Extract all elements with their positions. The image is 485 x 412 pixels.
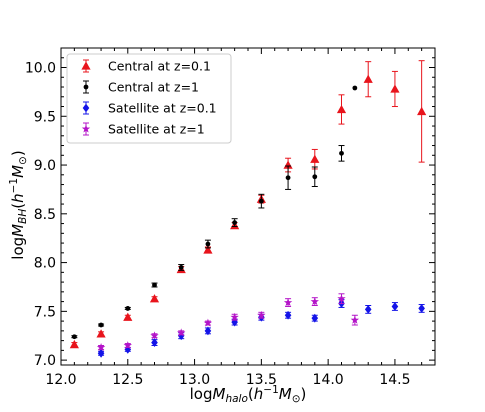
x-tick-label: 13.0: [179, 372, 210, 388]
data-point: [285, 175, 291, 181]
data-point: [123, 341, 132, 350]
x-tick-label: 12.0: [45, 372, 76, 388]
y-tick-label: 9.0: [34, 158, 56, 174]
data-point: [350, 315, 360, 324]
y-axis-label-odot: ⊙: [17, 156, 29, 165]
axis-ticks: 12.0 12.5 13.0 13.5 14.0 14.5 7.0 7.5 8.0 8.5 9.0 9…: [25, 47, 436, 388]
data-point: [204, 326, 212, 336]
data-point: [96, 343, 106, 351]
data-point: [203, 318, 213, 327]
data-point: [125, 306, 131, 311]
y-axis-label-log: log: [9, 237, 27, 260]
y-tick-label: 7.5: [34, 304, 56, 320]
data-point: [232, 220, 238, 225]
y-tick-label: 9.5: [34, 109, 56, 125]
data-point: [123, 312, 133, 321]
x-axis-label-sub: halo: [225, 393, 247, 405]
legend: Central at z=0.1 Central at z=1 Satellite …: [66, 53, 232, 144]
y-axis-label-msun: M: [9, 165, 27, 178]
data-point: [284, 310, 292, 320]
y-tick-label: 10.0: [25, 61, 56, 77]
data-point: [283, 298, 293, 307]
legend-marker: [83, 84, 89, 90]
data-point: [339, 150, 344, 156]
x-axis-label-paren-close: ): [301, 385, 307, 403]
data-point: [96, 329, 106, 338]
legend-label: Satellite at z=1: [108, 122, 205, 137]
x-tick-label: 12.5: [112, 372, 143, 388]
y-tick-label: 8.0: [34, 256, 56, 272]
x-axis-label-paren-open: (: [248, 385, 254, 403]
data-point: [230, 312, 239, 321]
y-axis-label: logMBH(h−1M⊙): [8, 150, 29, 259]
data-point: [177, 328, 186, 337]
y-axis-label-h: h: [9, 193, 27, 203]
data-point: [152, 282, 157, 288]
data-point: [337, 294, 346, 303]
data-point: [418, 304, 425, 313]
legend-marker: [82, 103, 90, 113]
x-axis-label-msun: M: [279, 385, 292, 403]
data-point: [150, 331, 159, 340]
legend-label: Central at z=0.1: [108, 59, 211, 74]
y-tick-label: 8.5: [34, 207, 56, 223]
y-axis-label-m: M: [9, 224, 27, 237]
series-1: [71, 85, 358, 340]
y-axis-label-paren-open: (: [9, 203, 27, 209]
y-axis-label-sup: −1: [8, 178, 20, 193]
data-point: [98, 322, 104, 328]
x-tick-label: 13.5: [246, 372, 277, 388]
data-point: [149, 294, 160, 303]
data-point: [71, 334, 77, 340]
data-point: [257, 310, 266, 319]
data-point: [258, 198, 264, 204]
data-point: [283, 160, 293, 169]
data-point: [363, 74, 373, 83]
data-point: [364, 305, 372, 314]
data-point: [310, 154, 320, 163]
legend-label: Central at z=1: [108, 80, 199, 95]
x-axis-label-sup: −1: [263, 384, 278, 396]
data-point: [69, 339, 79, 349]
data-point: [336, 104, 347, 114]
data-point: [391, 302, 399, 311]
data-marks: [69, 60, 427, 358]
x-axis-label-odot: ⊙: [292, 393, 301, 405]
data-point: [177, 331, 185, 341]
data-point: [352, 85, 358, 91]
data-point: [203, 245, 213, 254]
x-axis-label: logMhalo(h−1M⊙): [190, 384, 307, 405]
data-point: [205, 241, 211, 247]
data-point: [151, 338, 158, 347]
legend-label: Satellite at z=0.1: [108, 101, 217, 116]
x-tick-label: 14.0: [313, 372, 344, 388]
data-point: [312, 174, 318, 180]
data-point: [311, 313, 319, 323]
legend-marker: [81, 61, 91, 70]
x-axis-label-h: h: [254, 385, 264, 403]
legend-box: [66, 53, 232, 144]
data-point: [97, 348, 105, 358]
y-axis-label-paren-close: ): [9, 150, 27, 156]
x-axis-label-m: M: [213, 385, 226, 403]
data-point: [231, 317, 238, 327]
data-point: [124, 344, 132, 354]
series-3: [96, 293, 360, 351]
y-tick-label: 7.0: [34, 353, 56, 369]
x-axis-label-log: log: [190, 385, 213, 403]
data-point: [178, 265, 184, 270]
data-point: [390, 84, 400, 93]
data-point: [310, 297, 319, 306]
x-tick-label: 14.5: [379, 372, 410, 388]
data-point: [417, 106, 427, 116]
legend-marker: [81, 124, 91, 133]
y-axis-label-sub: BH: [17, 209, 29, 224]
